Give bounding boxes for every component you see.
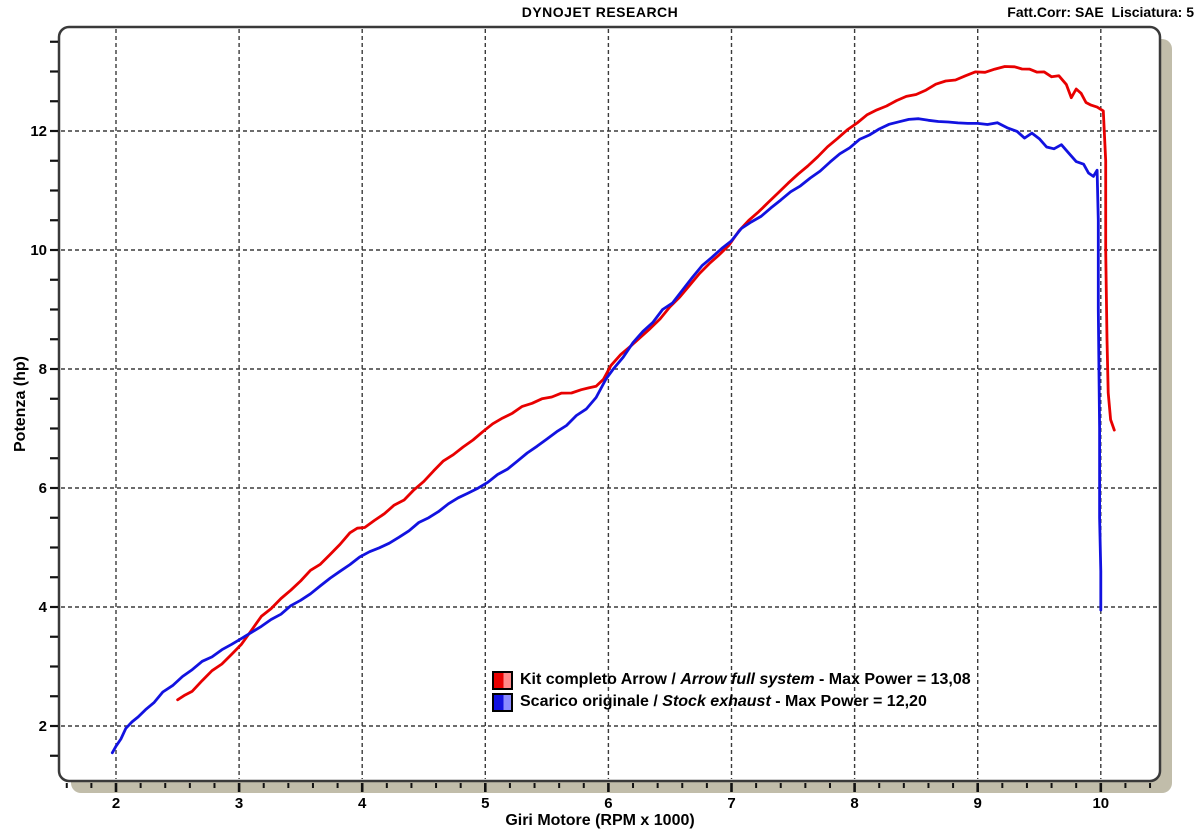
series-curve-stock: [110, 117, 1103, 755]
x-tick-label: 6: [604, 795, 612, 812]
legend-stock-name: Scarico originale: [520, 693, 649, 710]
x-axis-title: Giri Motore (RPM x 1000): [505, 812, 695, 829]
stock-series-swatch-icon: [492, 692, 513, 712]
x-tick-label: 5: [481, 795, 489, 812]
legend-arrow-separator: /: [666, 671, 681, 688]
series-curve-arrow: [176, 65, 1116, 702]
y-axis-title: Potenza (hp): [12, 356, 29, 452]
legend-stock-text: Scarico originale / Stock exhaust - Max …: [520, 693, 927, 711]
x-tick-label: 2: [112, 795, 120, 812]
legend-stock-name-en: Stock exhaust: [662, 693, 771, 710]
arrow-series-swatch-icon: [492, 670, 513, 690]
y-tick-label: 12: [30, 123, 47, 140]
correction-factor-label: Fatt.Corr: SAE Lisciatura: 5: [1007, 4, 1194, 20]
chart-title: DYNOJET RESEARCH: [521, 4, 679, 20]
y-tick-label: 6: [39, 480, 47, 497]
x-tick-label: 10: [1092, 795, 1109, 812]
x-tick-label: 7: [727, 795, 735, 812]
x-tick-label: 4: [358, 795, 367, 812]
legend-arrow-max-power: - Max Power = 13,08: [814, 671, 971, 688]
legend-arrow-text: Kit completo Arrow / Arrow full system -…: [520, 671, 971, 689]
x-tick-label: 9: [974, 795, 982, 812]
plot-area: [59, 27, 1160, 781]
legend-item-stock: Scarico originale / Stock exhaust - Max …: [492, 691, 971, 713]
legend-stock-max-power: - Max Power = 12,20: [770, 693, 927, 710]
legend-arrow-name-en: Arrow full system: [680, 671, 815, 688]
legend-arrow-name: Kit completo Arrow: [520, 671, 667, 688]
x-tick-label: 8: [850, 795, 858, 812]
x-tick-label: 3: [235, 795, 243, 812]
legend-stock-separator: /: [648, 693, 663, 710]
y-tick-label: 8: [39, 361, 47, 378]
y-tick-label: 4: [39, 599, 48, 616]
legend: Kit completo Arrow / Arrow full system -…: [492, 669, 971, 713]
legend-item-arrow: Kit completo Arrow / Arrow full system -…: [492, 669, 971, 691]
y-tick-label: 2: [39, 718, 47, 735]
y-tick-label: 10: [30, 242, 47, 259]
plot-frame: [57, 25, 1162, 783]
